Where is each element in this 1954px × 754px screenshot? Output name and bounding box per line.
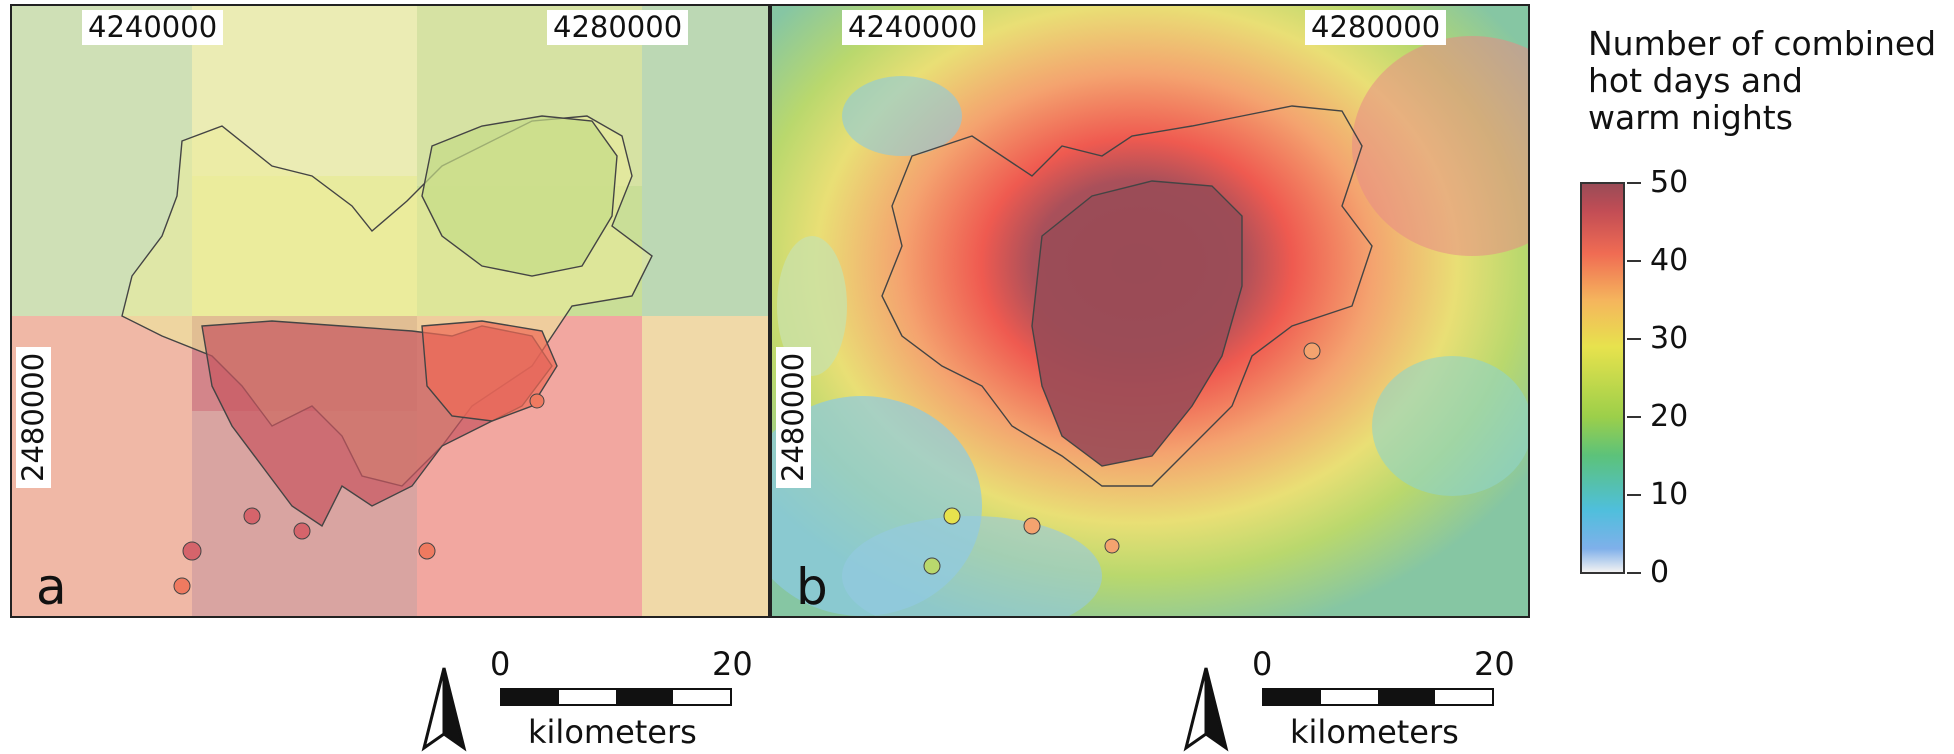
scalebar-start-label: 0 xyxy=(1252,645,1273,683)
map-panel-a: 4240000 4280000 2480000 a xyxy=(10,4,770,618)
colorbar-tick-label: 30 xyxy=(1650,321,1689,356)
north-arrow-icon xyxy=(421,667,467,752)
colorbar-tick-label: 10 xyxy=(1650,477,1689,512)
legend-title-line: Number of combined xyxy=(1588,24,1937,63)
x-coordinate-label-left: 4240000 xyxy=(842,10,984,45)
panel-label-b: b xyxy=(796,558,828,616)
raster-map-b xyxy=(772,6,1528,616)
scalebar xyxy=(500,688,732,706)
x-coordinate-label-left: 4240000 xyxy=(82,10,224,45)
colorbar-tick xyxy=(1627,338,1641,340)
colorbar-tick xyxy=(1627,260,1641,262)
colorbar-tick xyxy=(1627,572,1641,574)
legend-title: Number of combined hot days and warm nig… xyxy=(1588,24,1948,137)
scalebar-unit-label: kilometers xyxy=(1290,713,1459,751)
colorbar-tick-label: 40 xyxy=(1650,243,1689,278)
scalebar-start-label: 0 xyxy=(490,645,511,683)
scalebar-unit-label: kilometers xyxy=(528,713,697,751)
colorbar-tick-label: 0 xyxy=(1650,555,1670,590)
scalebar xyxy=(1262,688,1494,706)
panel-label-a: a xyxy=(36,558,67,616)
colorbar-tick xyxy=(1627,494,1641,496)
grid-map-a xyxy=(12,6,768,616)
colorbar-tick-label: 20 xyxy=(1650,399,1689,434)
y-coordinate-label: 2480000 xyxy=(776,346,811,488)
colorbar-tick xyxy=(1627,182,1641,184)
x-coordinate-label-right: 4280000 xyxy=(547,10,689,45)
legend-title-line: warm nights xyxy=(1588,97,1793,137)
map-panel-b: 4240000 4280000 2480000 b xyxy=(770,4,1530,618)
scalebar-end-label: 20 xyxy=(712,645,753,683)
colorbar-tick-label: 50 xyxy=(1650,165,1689,200)
legend-title-line: hot days and xyxy=(1588,60,1803,100)
color-bar xyxy=(1580,182,1625,574)
y-coordinate-label: 2480000 xyxy=(16,346,51,488)
colorbar-tick xyxy=(1627,416,1641,418)
scalebar-end-label: 20 xyxy=(1474,645,1515,683)
north-arrow-icon xyxy=(1183,667,1229,752)
x-coordinate-label-right: 4280000 xyxy=(1305,10,1447,45)
